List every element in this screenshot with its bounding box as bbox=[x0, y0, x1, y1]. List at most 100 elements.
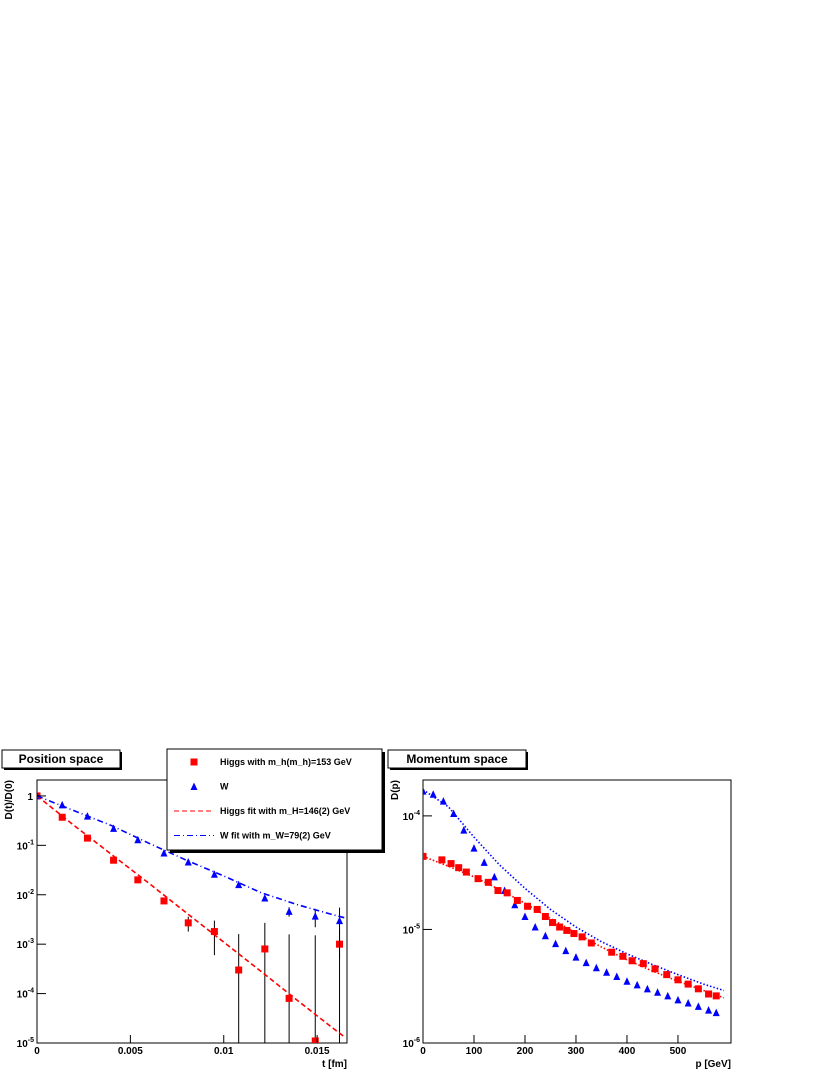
marker bbox=[450, 809, 458, 817]
marker bbox=[705, 990, 713, 998]
marker bbox=[549, 919, 557, 927]
x-axis-label: p [GeV] bbox=[695, 1059, 731, 1070]
marker bbox=[235, 966, 243, 974]
marker bbox=[490, 872, 498, 881]
x-axis-label: t [fm] bbox=[322, 1059, 347, 1070]
marker bbox=[663, 971, 671, 979]
legend-label: W fit with m_W=79(2) GeV bbox=[220, 831, 331, 841]
marker bbox=[628, 957, 636, 965]
y-tick-base: 10 bbox=[403, 925, 415, 936]
marker bbox=[503, 889, 511, 897]
marker bbox=[336, 916, 344, 925]
marker bbox=[524, 902, 532, 910]
marker bbox=[651, 965, 659, 973]
marker bbox=[531, 923, 539, 931]
x-tick-label: 500 bbox=[670, 1046, 687, 1057]
x-tick-label: 0.005 bbox=[118, 1046, 143, 1057]
marker bbox=[83, 834, 91, 842]
y-axis-label: D(t)/D(0) bbox=[4, 780, 15, 819]
marker bbox=[160, 897, 168, 905]
marker bbox=[58, 813, 66, 821]
marker bbox=[633, 980, 641, 989]
y-tick-base: 10 bbox=[17, 1039, 29, 1050]
marker bbox=[582, 958, 590, 967]
marker bbox=[210, 870, 218, 878]
marker bbox=[311, 912, 319, 920]
y-tick-power: -1 bbox=[28, 839, 34, 846]
y-tick-label: 10-2 bbox=[17, 889, 34, 902]
y-tick-base: 10 bbox=[403, 812, 415, 823]
marker bbox=[563, 926, 571, 934]
marker bbox=[134, 876, 142, 884]
y-tick-label: 10-6 bbox=[403, 1037, 420, 1050]
y-tick-label: 10-5 bbox=[17, 1037, 34, 1050]
marker bbox=[592, 963, 600, 972]
x-tick-label: 0 bbox=[34, 1046, 40, 1057]
y-tick-power: -6 bbox=[414, 1037, 420, 1044]
x-tick-label: 300 bbox=[568, 1046, 585, 1057]
marker bbox=[261, 945, 269, 953]
legend-label: Higgs fit with m_H=146(2) GeV bbox=[220, 806, 350, 816]
marker bbox=[694, 985, 702, 993]
marker bbox=[285, 907, 293, 915]
marker bbox=[110, 824, 118, 832]
chart-title: Momentum space bbox=[406, 752, 508, 766]
marker bbox=[694, 1002, 702, 1010]
marker bbox=[521, 912, 529, 921]
x-tick-label: 200 bbox=[517, 1046, 534, 1057]
y-tick-base: 10 bbox=[17, 841, 29, 852]
y-tick-base: 10 bbox=[17, 990, 29, 1001]
marker bbox=[423, 852, 427, 860]
y-tick-label: 1 bbox=[27, 792, 33, 803]
marker bbox=[190, 758, 198, 766]
marker bbox=[134, 835, 142, 844]
marker bbox=[578, 933, 586, 941]
marker bbox=[439, 797, 447, 805]
marker bbox=[654, 988, 662, 996]
marker bbox=[460, 826, 468, 834]
marker bbox=[311, 1037, 319, 1043]
marker bbox=[533, 905, 541, 913]
marker bbox=[674, 976, 682, 984]
marker bbox=[447, 860, 455, 868]
marker bbox=[184, 919, 192, 927]
marker bbox=[462, 868, 470, 876]
marker bbox=[562, 946, 570, 955]
marker bbox=[623, 977, 631, 985]
marker bbox=[613, 972, 621, 981]
title-box bbox=[387, 749, 527, 769]
marker bbox=[190, 782, 198, 790]
fit-line bbox=[37, 795, 346, 919]
y-tick-label: 10-1 bbox=[17, 839, 34, 852]
marker bbox=[429, 790, 437, 798]
x-tick-label: 100 bbox=[466, 1046, 483, 1057]
y-tick-power: -5 bbox=[414, 923, 420, 930]
marker bbox=[455, 864, 463, 872]
marker bbox=[684, 980, 692, 988]
marker bbox=[423, 787, 427, 795]
legend-box bbox=[166, 748, 383, 851]
marker bbox=[712, 992, 720, 1000]
y-tick-power: -5 bbox=[28, 1037, 34, 1044]
marker bbox=[664, 991, 672, 1000]
marker bbox=[470, 844, 478, 852]
x-tick-label: 400 bbox=[619, 1046, 636, 1057]
marker bbox=[572, 953, 580, 961]
y-tick-power: -2 bbox=[28, 889, 34, 896]
marker bbox=[570, 930, 578, 938]
x-tick-label: 0.015 bbox=[305, 1046, 330, 1057]
marker bbox=[603, 968, 611, 976]
marker bbox=[285, 994, 293, 1002]
marker bbox=[712, 1008, 720, 1017]
marker bbox=[235, 880, 243, 889]
x-tick-label: 0.01 bbox=[214, 1046, 234, 1057]
marker bbox=[474, 875, 482, 883]
fit-line bbox=[423, 789, 725, 992]
marker bbox=[541, 931, 549, 940]
marker bbox=[556, 923, 564, 931]
marker bbox=[674, 995, 682, 1004]
marker bbox=[511, 900, 519, 909]
y-tick-power: -4 bbox=[414, 810, 420, 817]
